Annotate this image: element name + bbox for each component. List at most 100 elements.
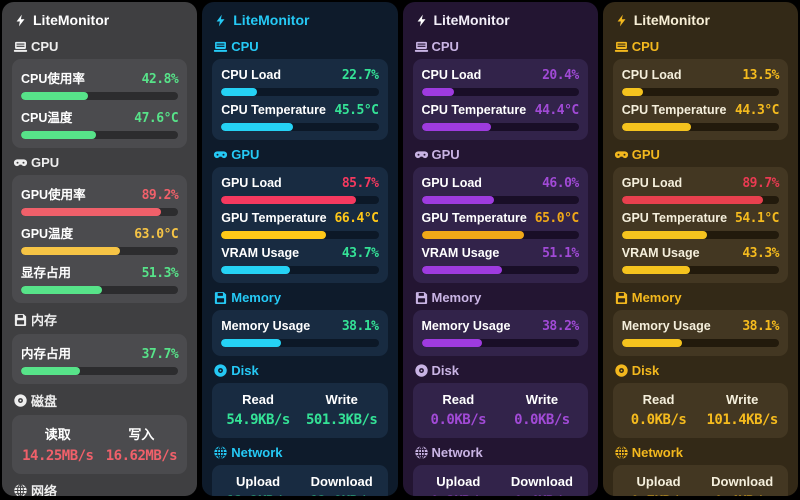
app-title: LiteMonitor <box>33 12 110 28</box>
disk-write-header: 写入 <box>128 427 155 442</box>
section-title: CPU <box>31 39 59 54</box>
metric-label: 内存占用 <box>21 347 72 361</box>
section-label-disk: Disk <box>414 363 588 378</box>
metric-row: GPU温度 63.0°C <box>21 223 179 255</box>
gpu-icon <box>13 155 28 170</box>
network-upload-header: Upload <box>436 474 481 489</box>
metric-row: GPU Load 89.7% <box>621 176 779 204</box>
section-label-cpu: CPU <box>13 39 187 54</box>
network-download-header: Download <box>711 474 774 489</box>
network-icon <box>13 483 28 496</box>
metric-value: 38.2% <box>542 319 579 334</box>
metric-value: 45.5°C <box>334 103 379 118</box>
progress-track <box>221 123 379 131</box>
metric-value: 37.7% <box>141 347 179 362</box>
network-card: Upload Download 13.2KB/s 12.9KB/s <box>212 465 388 496</box>
progress-fill <box>621 266 690 274</box>
metric-value: 89.7% <box>742 176 779 191</box>
metric-row: GPU Load 85.7% <box>221 176 379 204</box>
gpu-icon <box>614 147 629 162</box>
metric-label: VRAM Usage <box>221 246 300 260</box>
section-label-gpu: GPU <box>213 147 387 162</box>
memory-icon <box>614 290 629 305</box>
metric-value: 38.1% <box>742 319 779 334</box>
progress-fill <box>621 88 643 96</box>
metric-value: 85.7% <box>341 176 379 191</box>
network-upload-value: 13.2KB/s <box>216 494 300 496</box>
disk-write-header: Write <box>525 392 559 407</box>
progress-track <box>21 208 179 216</box>
metric-label: GPU使用率 <box>21 188 86 202</box>
network-download-value: 0.4KB/s <box>500 494 584 496</box>
metric-value: 43.3% <box>742 246 779 261</box>
metric-row: CPU使用率 42.8% <box>21 68 179 100</box>
metric-row: Memory Usage 38.2% <box>421 319 579 347</box>
metric-row: Memory Usage 38.1% <box>221 319 379 347</box>
app-header: LiteMonitor <box>214 12 387 28</box>
metric-value: 51.3% <box>141 266 179 281</box>
progress-track <box>221 231 379 239</box>
network-icon <box>213 445 228 460</box>
progress-fill <box>221 339 282 347</box>
metric-row: VRAM Usage 51.1% <box>421 246 579 274</box>
metric-value: 42.8% <box>141 72 179 87</box>
progress-fill <box>421 339 482 347</box>
progress-fill <box>421 123 492 131</box>
progress-track <box>221 266 379 274</box>
section-title: CPU <box>431 39 459 54</box>
memory-icon <box>414 290 429 305</box>
progress-track <box>621 123 779 131</box>
metric-value: 22.7% <box>341 68 379 83</box>
metric-value: 44.4°C <box>534 103 579 118</box>
progress-fill <box>221 266 290 274</box>
disk-write-header: Write <box>726 392 759 407</box>
disk-write-value: 501.3KB/s <box>306 412 378 428</box>
disk-read-value: 0.0KB/s <box>630 412 687 428</box>
disk-read-value: 54.9KB/s <box>226 412 290 428</box>
progress-fill <box>21 367 81 375</box>
progress-fill <box>621 196 763 204</box>
cpu-icon <box>414 39 429 54</box>
metric-row: VRAM Usage 43.7% <box>221 246 379 274</box>
progress-fill <box>421 88 454 96</box>
disk-icon <box>13 393 28 408</box>
disk-write-value: 16.62MB/s <box>105 448 178 464</box>
metric-value: 54.1°C <box>735 211 779 226</box>
progress-track <box>221 196 379 204</box>
section-title: GPU <box>231 147 260 162</box>
metric-label: CPU温度 <box>21 111 73 125</box>
progress-track <box>421 266 579 274</box>
memory-icon <box>213 290 228 305</box>
app-title: LiteMonitor <box>433 12 510 28</box>
progress-track <box>221 88 379 96</box>
metric-value: 66.4°C <box>334 211 379 226</box>
metric-label: CPU Temperature <box>621 103 727 117</box>
metric-value: 20.4% <box>542 68 579 83</box>
section-title: 网络 <box>31 484 58 496</box>
network-upload-header: Upload <box>636 474 681 489</box>
section-label-gpu: GPU <box>614 147 788 162</box>
disk-write-value: 0.0KB/s <box>514 412 570 428</box>
progress-track <box>221 339 379 347</box>
metric-label: GPU温度 <box>21 227 74 241</box>
metric-label: GPU Load <box>421 176 482 190</box>
metric-label: Memory Usage <box>221 319 311 333</box>
disk-read-value: 0.0KB/s <box>430 412 487 428</box>
metric-label: VRAM Usage <box>421 246 500 260</box>
section-label-gpu: GPU <box>13 155 187 170</box>
gpu-icon <box>213 147 228 162</box>
network-download-header: Download <box>310 474 373 489</box>
cpu-card: CPU Load 20.4% CPU Temperature 44.4°C <box>412 59 588 140</box>
section-title: Network <box>431 445 483 460</box>
cpu-icon <box>13 39 28 54</box>
gpu-card: GPU Load 46.0% GPU Temperature 65.0°C VR… <box>412 167 588 283</box>
monitor-panel: LiteMonitor CPU CPU Load 20.4% <box>402 2 598 496</box>
metric-label: CPU Temperature <box>221 103 326 117</box>
progress-track <box>421 231 579 239</box>
metric-label: CPU Load <box>621 68 682 82</box>
section-label-cpu: CPU <box>614 39 788 54</box>
section-label-network: 网络 <box>13 481 187 496</box>
metric-label: CPU Load <box>221 68 281 82</box>
metric-value: 43.7% <box>341 246 379 261</box>
metric-row: GPU Load 46.0% <box>421 176 579 204</box>
